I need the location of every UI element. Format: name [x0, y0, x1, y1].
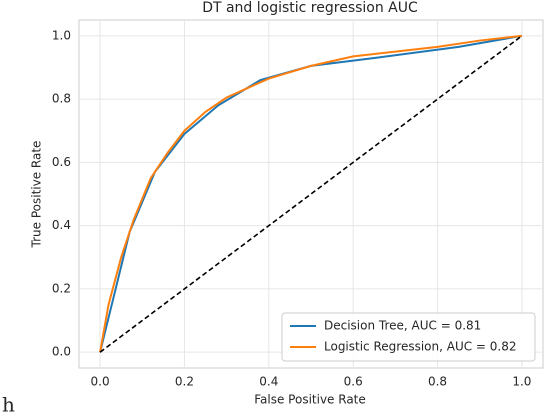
- x-tick-label: 0.4: [259, 375, 278, 389]
- x-tick-label: 0.0: [91, 375, 110, 389]
- y-tick-label: 0.8: [52, 92, 71, 106]
- x-axis-label: False Positive Rate: [254, 393, 366, 407]
- stray-text: h: [2, 393, 15, 417]
- y-tick-label: 0.4: [52, 218, 71, 232]
- y-tick-label: 0.0: [52, 345, 71, 359]
- y-tick-label: 0.6: [52, 155, 71, 169]
- y-axis-label: True Positive Rate: [30, 141, 44, 249]
- x-tick-label: 0.8: [428, 375, 447, 389]
- roc-line: [99, 34, 523, 353]
- y-tick-label: 0.2: [52, 281, 71, 295]
- x-tick-label: 0.6: [344, 375, 363, 389]
- x-tick-label: 1.0: [512, 375, 531, 389]
- x-tick-label: 0.2: [175, 375, 194, 389]
- y-tick-label: 1.0: [52, 28, 71, 42]
- legend-label: Logistic Regression, AUC = 0.82: [324, 340, 517, 354]
- chart-title: DT and logistic regression AUC: [202, 0, 418, 16]
- legend-box: [281, 312, 536, 362]
- legend-label: Decision Tree, AUC = 0.81: [324, 319, 481, 333]
